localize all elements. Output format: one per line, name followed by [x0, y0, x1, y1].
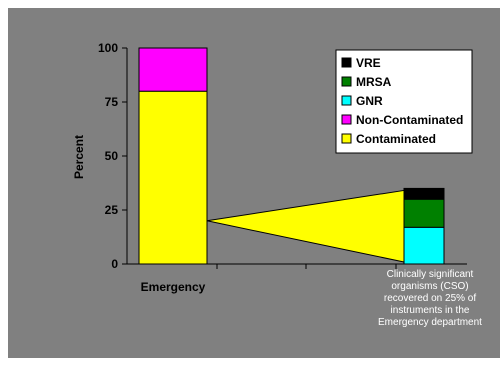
annotation-text: Clinically significant organisms (CSO) rec…: [378, 269, 482, 328]
breakdown-bar-gnr: [403, 226, 445, 265]
legend-label: GNR: [356, 94, 383, 108]
bar-contaminated: [138, 90, 208, 265]
y-tick-label: 50: [105, 149, 119, 163]
legend-swatch: [341, 76, 352, 87]
y-tick-label: 75: [105, 95, 119, 109]
legend: VRE MRSA GNR Non-Contaminated Contaminated: [335, 49, 473, 154]
legend-swatch: [341, 95, 352, 106]
bar-non-contaminated: [138, 47, 208, 92]
legend-box: [335, 49, 473, 154]
breakdown-bar-vre: [403, 187, 445, 200]
y-tick-label: 100: [98, 41, 118, 55]
legend-label: VRE: [356, 56, 381, 70]
y-tick-label: 25: [105, 203, 119, 217]
legend-swatch: [341, 57, 352, 68]
y-axis-title: Percent: [72, 135, 86, 179]
legend-label: Contaminated: [356, 132, 436, 146]
legend-swatch: [341, 114, 352, 125]
breakdown-bar-mrsa: [403, 198, 445, 228]
legend-swatch: [341, 133, 352, 144]
legend-label: MRSA: [356, 75, 392, 89]
y-tick-label: 0: [111, 257, 118, 271]
legend-label: Non-Contaminated: [356, 113, 463, 127]
category-label: Emergency: [141, 280, 206, 294]
